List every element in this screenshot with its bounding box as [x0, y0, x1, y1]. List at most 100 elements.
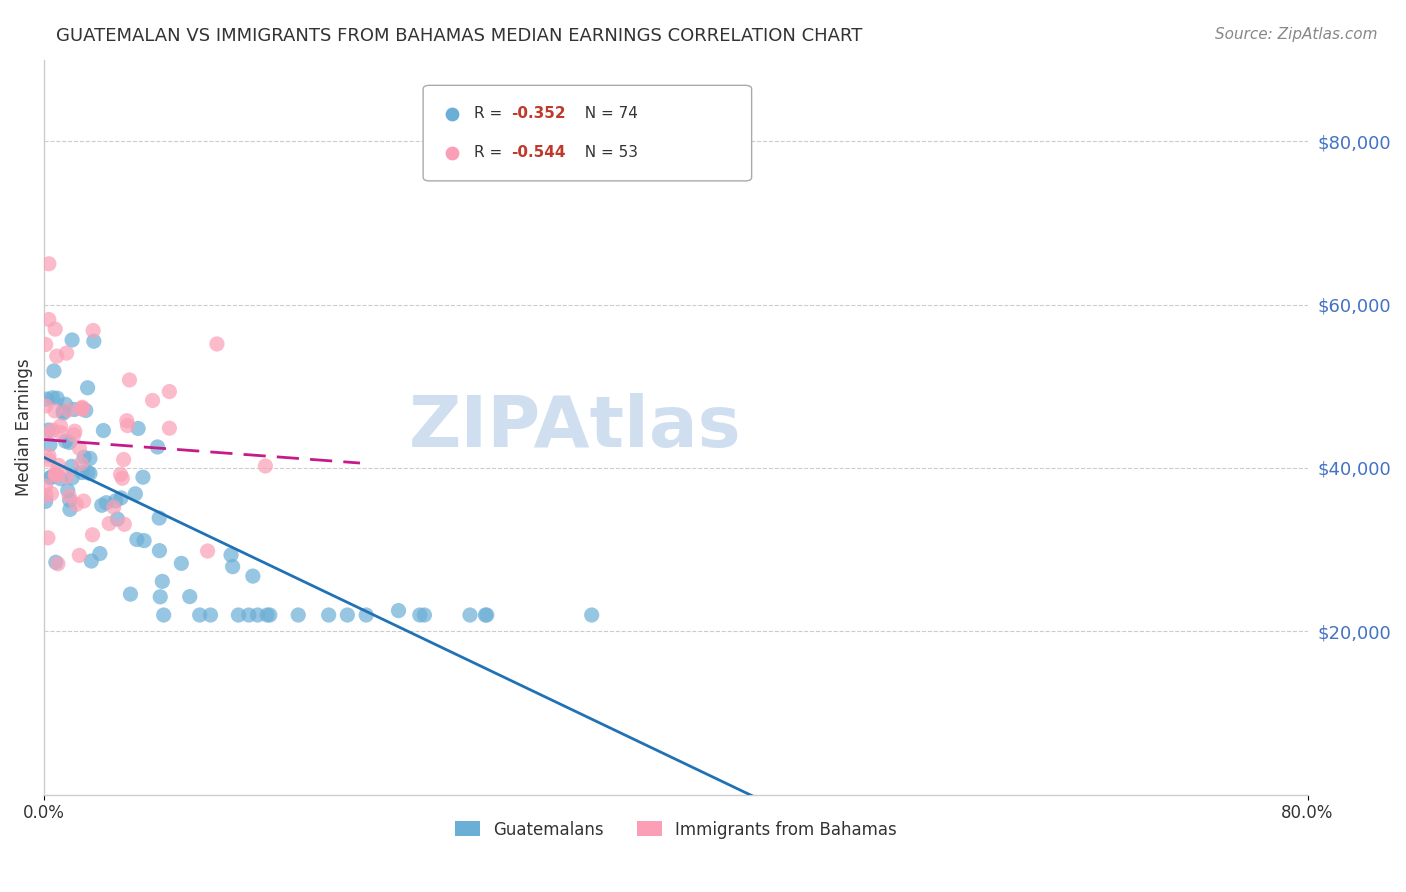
Guatemalans — [148, 543, 170, 558]
Immigrants from Bahamas — [56, 403, 79, 417]
Immigrants from Bahamas — [45, 349, 67, 363]
Guatemalans — [96, 496, 118, 510]
Guatemalans — [475, 607, 498, 622]
Immigrants from Bahamas — [63, 428, 86, 442]
Guatemalans — [75, 403, 97, 417]
Guatemalans — [52, 406, 75, 420]
Guatemalans — [46, 391, 69, 405]
Guatemalans — [39, 437, 62, 451]
Guatemalans — [387, 604, 409, 618]
Immigrants from Bahamas — [45, 467, 67, 482]
Immigrants from Bahamas — [117, 418, 139, 433]
Immigrants from Bahamas — [38, 449, 60, 463]
Guatemalans — [90, 498, 112, 512]
Immigrants from Bahamas — [82, 324, 104, 338]
Immigrants from Bahamas — [142, 393, 165, 408]
Guatemalans — [474, 607, 496, 622]
Immigrants from Bahamas — [70, 457, 93, 471]
Guatemalans — [228, 607, 250, 622]
Immigrants from Bahamas — [55, 469, 77, 483]
Guatemalans — [49, 472, 72, 486]
Immigrants from Bahamas — [67, 549, 90, 563]
Guatemalans — [152, 607, 174, 622]
Immigrants from Bahamas — [58, 489, 80, 503]
Immigrants from Bahamas — [41, 486, 63, 500]
Guatemalans — [52, 404, 75, 418]
Guatemalans — [127, 421, 149, 435]
Immigrants from Bahamas — [72, 401, 94, 416]
Immigrants from Bahamas — [82, 528, 104, 542]
Guatemalans — [150, 574, 173, 589]
Guatemalans — [42, 364, 65, 378]
Guatemalans — [55, 434, 77, 449]
Immigrants from Bahamas — [38, 453, 60, 467]
Immigrants from Bahamas — [34, 337, 56, 351]
Immigrants from Bahamas — [44, 322, 66, 336]
Immigrants from Bahamas — [34, 479, 56, 493]
Immigrants from Bahamas — [49, 419, 72, 434]
Guatemalans — [120, 587, 142, 601]
Guatemalans — [73, 450, 96, 465]
Immigrants from Bahamas — [37, 531, 59, 545]
Guatemalans — [170, 557, 193, 571]
Immigrants from Bahamas — [111, 471, 134, 485]
Guatemalans — [219, 548, 242, 562]
Guatemalans — [55, 397, 77, 411]
Immigrants from Bahamas — [112, 517, 135, 532]
Guatemalans — [354, 607, 377, 622]
Guatemalans — [41, 469, 63, 483]
Guatemalans — [149, 590, 172, 604]
Immigrants from Bahamas — [98, 516, 121, 531]
Immigrants from Bahamas — [46, 557, 69, 571]
Guatemalans — [409, 607, 432, 622]
Guatemalans — [89, 547, 111, 561]
Immigrants from Bahamas — [48, 458, 70, 473]
Guatemalans — [39, 471, 62, 485]
Guatemalans — [60, 459, 83, 474]
Guatemalans — [581, 607, 603, 622]
Guatemalans — [63, 402, 86, 417]
Immigrants from Bahamas — [197, 544, 219, 558]
Guatemalans — [76, 381, 98, 395]
Guatemalans — [59, 502, 82, 516]
Guatemalans — [59, 493, 82, 508]
Guatemalans — [148, 511, 170, 525]
Guatemalans — [238, 607, 260, 622]
Immigrants from Bahamas — [157, 384, 180, 399]
Text: -0.544: -0.544 — [512, 145, 567, 160]
Immigrants from Bahamas — [72, 494, 94, 508]
Guatemalans — [132, 533, 155, 548]
Immigrants from Bahamas — [35, 426, 58, 441]
Guatemalans — [80, 554, 103, 568]
Guatemalans — [188, 607, 211, 622]
Guatemalans — [79, 467, 101, 481]
Immigrants from Bahamas — [38, 257, 60, 271]
Guatemalans — [124, 487, 146, 501]
Immigrants from Bahamas — [254, 458, 277, 473]
Immigrants from Bahamas — [35, 489, 58, 503]
Guatemalans — [336, 607, 359, 622]
Guatemalans — [318, 607, 340, 622]
Immigrants from Bahamas — [44, 466, 66, 480]
Guatemalans — [104, 494, 127, 508]
Immigrants from Bahamas — [44, 404, 66, 418]
Guatemalans — [256, 607, 278, 622]
Guatemalans — [110, 491, 132, 505]
Guatemalans — [125, 533, 148, 547]
Text: R =: R = — [474, 145, 506, 160]
Guatemalans — [76, 466, 98, 480]
Immigrants from Bahamas — [110, 467, 132, 482]
Guatemalans — [70, 466, 93, 480]
Immigrants from Bahamas — [67, 442, 90, 456]
Guatemalans — [58, 435, 80, 450]
Text: Source: ZipAtlas.com: Source: ZipAtlas.com — [1215, 27, 1378, 42]
Text: GUATEMALAN VS IMMIGRANTS FROM BAHAMAS MEDIAN EARNINGS CORRELATION CHART: GUATEMALAN VS IMMIGRANTS FROM BAHAMAS ME… — [56, 27, 863, 45]
Immigrants from Bahamas — [65, 497, 87, 511]
Immigrants from Bahamas — [157, 421, 180, 435]
Immigrants from Bahamas — [49, 425, 72, 440]
Legend: Guatemalans, Immigrants from Bahamas: Guatemalans, Immigrants from Bahamas — [449, 814, 904, 846]
Guatemalans — [34, 494, 56, 508]
Guatemalans — [93, 424, 115, 438]
Immigrants from Bahamas — [42, 423, 65, 437]
Guatemalans — [60, 471, 83, 485]
